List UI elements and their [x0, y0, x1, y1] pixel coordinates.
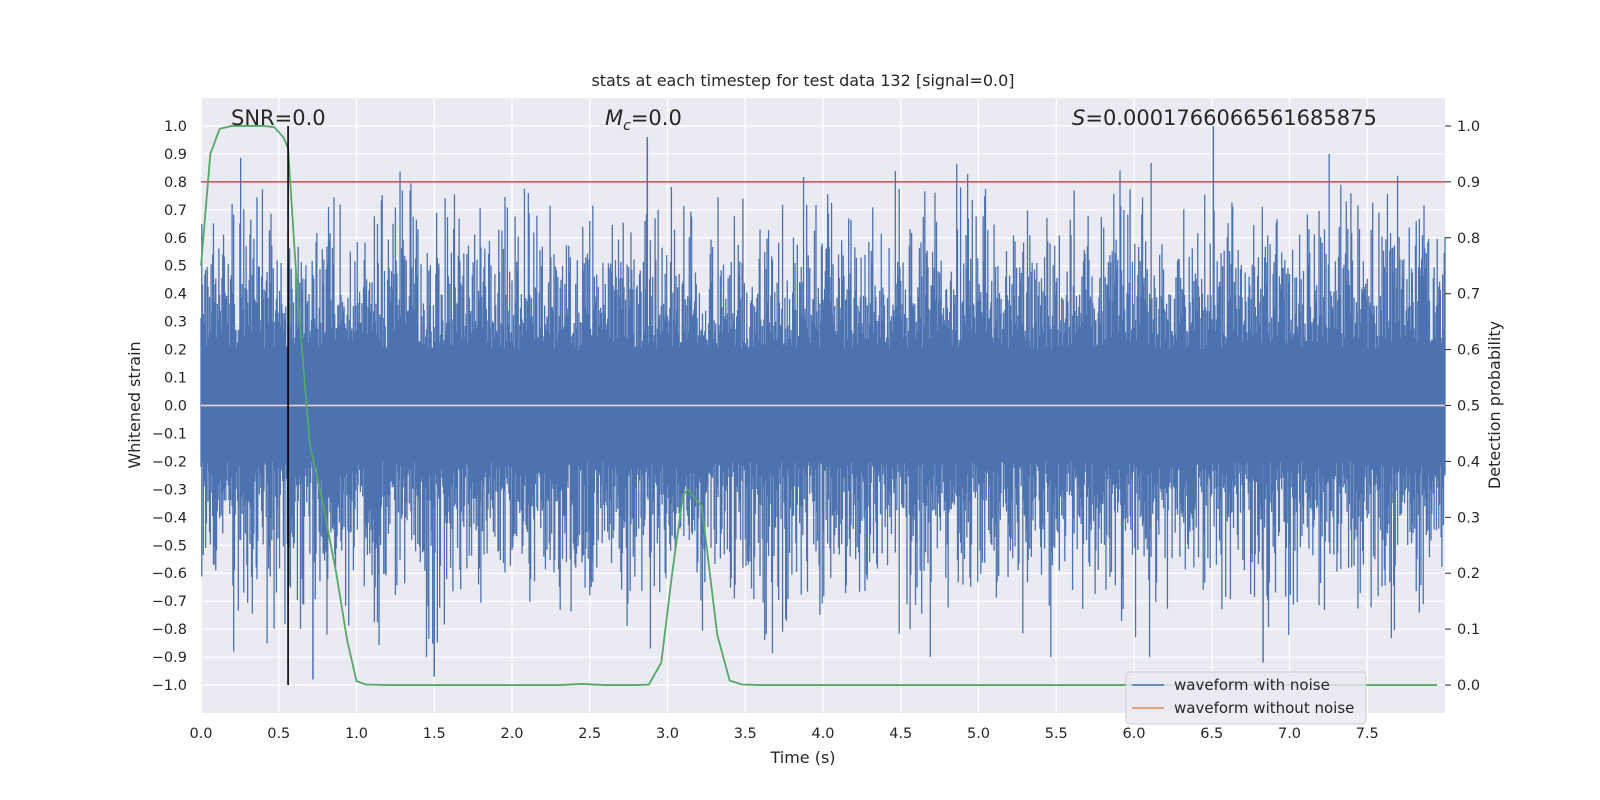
chirp-mass-value: =0.0: [631, 106, 682, 130]
y-tick-label-left: −0.3: [152, 482, 187, 498]
y-tick-label-left: −1.0: [152, 678, 187, 694]
y-tick-label-left: 0.2: [164, 343, 187, 359]
chirp-mass-annotation: Mc=0.0: [605, 106, 682, 134]
y-tick-label-left: 0.5: [164, 259, 187, 275]
y-tick-label-right: 0.3: [1457, 510, 1480, 526]
axes: 0.0 0.5 1.0 1.5 2.0 2.5 3.0 3.5 4.0 4.5 5.0 5.5 6.0 6…: [152, 119, 1480, 742]
y-tick-label-left: 1.0: [164, 119, 187, 135]
y-tick-label-right: 1.0: [1457, 119, 1480, 135]
y-tick-label-left: 0.7: [164, 203, 187, 219]
s-statistic-symbol: S: [1072, 106, 1085, 130]
x-tick-label: 4.5: [889, 726, 912, 742]
x-tick-label: 6.0: [1122, 726, 1145, 742]
y-axis-label-left: Whitened strain: [125, 341, 144, 468]
y-tick-label-left: 0.3: [164, 315, 187, 331]
s-statistic-value: =0.0001766066561685875: [1085, 106, 1377, 130]
x-tick-label: 7.0: [1278, 726, 1301, 742]
chirp-mass-symbol: M: [605, 106, 623, 130]
y-tick-label-left: −0.2: [152, 454, 187, 470]
y-tick-label-left: 0.1: [164, 371, 187, 387]
y-tick-label-right: 0.0: [1457, 678, 1480, 694]
x-tick-label: 5.5: [1045, 726, 1068, 742]
detection-probability-line: [200, 125, 1438, 686]
x-axis-label: Time (s): [769, 748, 835, 767]
legend-box: [1125, 671, 1367, 725]
legend: waveform with noise waveform without noi…: [1125, 671, 1367, 725]
x-tick-label: 5.0: [967, 726, 990, 742]
x-tick-label: 0.5: [267, 726, 290, 742]
y-tick-label-left: −0.8: [152, 622, 187, 638]
y-axis-label-right: Detection probability: [1485, 321, 1504, 489]
y-tick-label-left: −0.6: [152, 566, 187, 582]
chart-title: stats at each timestep for test data 132…: [591, 71, 1014, 90]
y-tick-label-left: −0.7: [152, 594, 187, 610]
x-tick-label: 2.0: [500, 726, 523, 742]
y-tick-label-left: 0.8: [164, 175, 187, 191]
y-tick-label-left: 0.4: [164, 287, 187, 303]
y-tick-label-right: 0.9: [1457, 175, 1480, 191]
x-tick-label: 1.0: [345, 726, 368, 742]
x-tick-label: 3.0: [656, 726, 679, 742]
annotations: SNR=0.0 Mc=0.0 S=0.0001766066561685875: [231, 106, 1377, 134]
y-tick-label-left: −0.4: [152, 510, 187, 526]
y-tick-label-left: 0.0: [164, 399, 187, 415]
x-tick-label: 7.5: [1356, 726, 1379, 742]
x-tick-label: 2.5: [578, 726, 601, 742]
s-statistic-annotation: S=0.0001766066561685875: [1072, 106, 1377, 130]
y-tick-label-right: 0.7: [1457, 287, 1480, 303]
y-tick-label-right: 0.2: [1457, 566, 1480, 582]
y-tick-label-left: −0.1: [152, 426, 187, 442]
y-tick-label-right: 0.5: [1457, 399, 1480, 415]
x-tick-label: 6.5: [1200, 726, 1223, 742]
x-tick-label: 0.0: [189, 726, 212, 742]
line-series: [200, 125, 1445, 686]
y-tick-label-left: −0.5: [152, 538, 187, 554]
chirp-mass-subscript: c: [623, 118, 631, 134]
y-tick-label-right: 0.1: [1457, 622, 1480, 638]
x-tick-label: 1.5: [423, 726, 446, 742]
y-tick-label-right: 0.4: [1457, 454, 1480, 470]
snr-annotation: SNR=0.0: [231, 106, 326, 130]
legend-label-with-noise: waveform with noise: [1174, 676, 1330, 694]
y-tick-label-left: 0.6: [164, 231, 187, 247]
y-tick-label-right: 0.8: [1457, 231, 1480, 247]
legend-label-without-noise: waveform without noise: [1174, 699, 1354, 717]
y-tick-label-left: −0.9: [152, 650, 187, 666]
y-tick-label-right: 0.6: [1457, 343, 1480, 359]
x-tick-label: 4.0: [811, 726, 834, 742]
x-tick-label: 3.5: [734, 726, 757, 742]
y-tick-label-left: 0.9: [164, 147, 187, 163]
